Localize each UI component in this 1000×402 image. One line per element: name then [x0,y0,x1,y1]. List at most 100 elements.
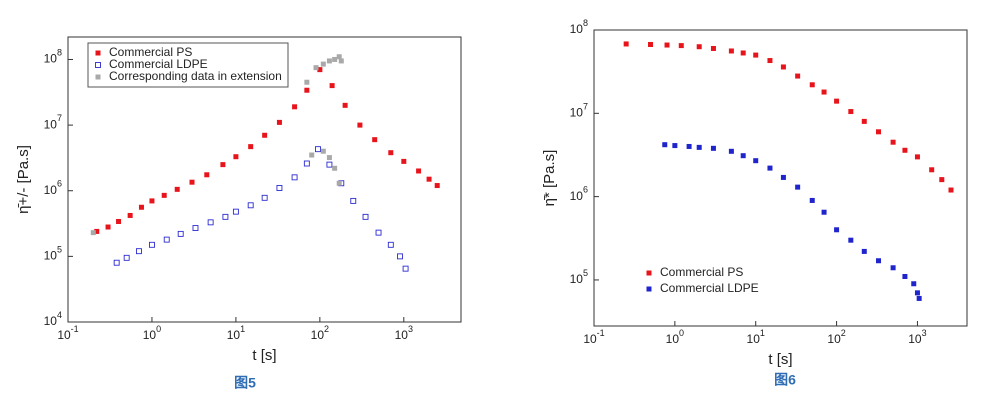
data-point [397,253,403,260]
data-point [326,155,332,161]
y-axis-label: η̄+/- [Pa.s] [15,145,32,214]
legend-label: Commercial PS [660,265,743,279]
data-point [315,146,321,153]
data-point [161,192,167,198]
data-point [678,43,684,49]
x-tick-label: 101 [227,324,245,342]
data-point [795,184,801,190]
y-axis-label: η̄* [Pa.s] [541,150,558,207]
data-point [329,83,335,89]
legend-marker [646,270,652,276]
data-point [113,259,120,266]
data-point [416,168,422,174]
data-point [861,248,867,254]
data-point [123,254,130,261]
data-point [402,265,409,272]
data-point [848,109,854,115]
y-tick-label: 107 [570,102,588,120]
data-point [304,79,310,85]
data-point [262,132,268,138]
legend-label: Commercial PS [109,45,192,59]
data-point [740,50,746,56]
data-point [948,187,954,193]
data-point [332,56,338,62]
data-point [401,158,407,164]
data-point [753,158,759,164]
data-point [861,118,867,124]
data-point [767,165,773,171]
data-point [740,153,746,159]
data-point [233,154,239,160]
data-point [388,150,394,156]
data-point [753,52,759,58]
data-point [222,213,229,220]
data-point [138,204,144,210]
data-point [710,145,716,151]
caption: 图6 [774,372,796,388]
x-axis-label: t [s] [768,351,792,368]
data-point [809,82,815,88]
data-point [916,295,922,301]
y-tick-label: 105 [44,245,62,263]
data-point [902,147,908,153]
legend-marker [95,50,101,56]
data-point [696,44,702,50]
data-point [304,87,310,93]
data-point [189,179,195,185]
data-point [890,265,896,271]
data-point [728,48,734,54]
data-point [780,64,786,70]
data-point [336,180,342,186]
caption: 图5 [234,375,256,391]
data-point [372,137,378,143]
data-point [939,177,945,183]
data-point [149,241,155,248]
data-point [116,218,122,224]
data-point [326,58,332,64]
data-point [149,198,155,204]
data-point [426,176,432,182]
data-point [291,174,298,181]
x-tick-label: 10-1 [57,324,78,342]
y-tick-label: 105 [570,268,588,286]
data-point [375,229,382,236]
data-point [248,144,254,150]
data-point [795,73,801,79]
data-point [303,160,310,167]
data-point [220,162,226,168]
data-point [387,241,394,248]
data-point [90,230,96,236]
data-point [332,165,338,171]
legend-label: Corresponding data in extension [109,69,282,83]
data-point [276,185,283,191]
data-point [780,174,786,180]
y-tick-label: 108 [44,48,62,66]
data-point [728,148,734,154]
data-point [342,102,348,108]
data-point [902,273,908,279]
data-point [809,197,815,203]
x-tick-label: 103 [908,328,926,346]
x-tick-label: 102 [311,324,329,342]
y-tick-label: 106 [570,185,588,203]
data-point [834,98,840,104]
data-point [326,161,333,168]
legend-label: Commercial LDPE [660,281,759,295]
x-tick-label: 103 [395,324,413,342]
y-tick-label: 107 [44,113,62,131]
data-point [821,89,827,95]
legend-marker [95,62,101,68]
x-tick-label: 101 [747,328,765,346]
legend-label: Commercial LDPE [109,57,208,71]
data-point [163,236,170,243]
plot-frame [593,29,968,327]
y-tick-label: 108 [570,18,588,36]
data-point [834,227,840,233]
x-tick-label: 100 [143,324,161,342]
legend-marker [95,74,101,80]
data-point [362,213,369,220]
x-tick-label: 100 [666,328,684,346]
data-point [127,212,133,218]
data-point [204,172,210,178]
